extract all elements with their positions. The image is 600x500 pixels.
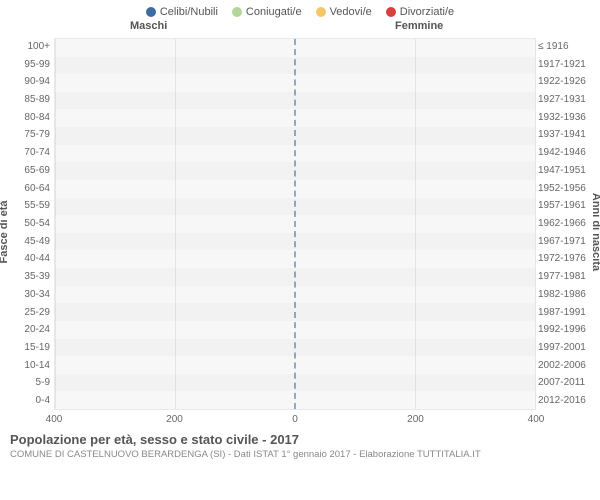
x-tick: 200: [407, 414, 424, 425]
birth-label: 1927-1931: [538, 94, 594, 105]
header-male: Maschi: [130, 20, 167, 32]
age-label: 60-64: [6, 183, 50, 194]
chart-area: Fasce di età Anni di nascita 40020002004…: [6, 36, 594, 428]
header-female: Femmine: [395, 20, 443, 32]
birth-label: 1932-1936: [538, 112, 594, 123]
birth-label: 2007-2011: [538, 377, 594, 388]
age-label: 100+: [6, 41, 50, 52]
age-label: 65-69: [6, 165, 50, 176]
legend-swatch: [146, 7, 156, 17]
age-label: 90-94: [6, 76, 50, 87]
age-label: 30-34: [6, 289, 50, 300]
legend-label: Coniugati/e: [246, 6, 302, 18]
legend-item: Coniugati/e: [232, 6, 302, 18]
age-label: 80-84: [6, 112, 50, 123]
legend-item: Divorziati/e: [386, 6, 454, 18]
birth-label: 1997-2001: [538, 342, 594, 353]
footer: Popolazione per età, sesso e stato civil…: [0, 428, 600, 460]
birth-label: 1967-1971: [538, 236, 594, 247]
legend-swatch: [386, 7, 396, 17]
age-label: 55-59: [6, 200, 50, 211]
birth-label: 1922-1926: [538, 76, 594, 87]
legend: Celibi/Nubili Coniugati/e Vedovi/e Divorzia…: [0, 0, 600, 20]
chart-subtitle: COMUNE DI CASTELNUOVO BERARDENGA (SI) - …: [10, 447, 590, 460]
age-label: 85-89: [6, 94, 50, 105]
legend-swatch: [232, 7, 242, 17]
age-label: 10-14: [6, 360, 50, 371]
birth-label: 1992-1996: [538, 324, 594, 335]
x-tick: 200: [166, 414, 183, 425]
chart-title: Popolazione per età, sesso e stato civil…: [10, 432, 590, 447]
age-label: 70-74: [6, 147, 50, 158]
age-label: 40-44: [6, 253, 50, 264]
age-label: 0-4: [6, 395, 50, 406]
birth-label: 1957-1961: [538, 200, 594, 211]
age-label: 95-99: [6, 59, 50, 70]
legend-item: Celibi/Nubili: [146, 6, 218, 18]
gender-headers: Maschi Femmine: [0, 20, 600, 36]
birth-label: ≤ 1916: [538, 41, 594, 52]
legend-item: Vedovi/e: [316, 6, 372, 18]
birth-label: 1952-1956: [538, 183, 594, 194]
age-label: 50-54: [6, 218, 50, 229]
birth-label: 1962-1966: [538, 218, 594, 229]
birth-label: 1937-1941: [538, 129, 594, 140]
birth-label: 2002-2006: [538, 360, 594, 371]
x-tick: 400: [46, 414, 63, 425]
birth-label: 1982-1986: [538, 289, 594, 300]
age-label: 45-49: [6, 236, 50, 247]
age-label: 75-79: [6, 129, 50, 140]
birth-label: 2012-2016: [538, 395, 594, 406]
birth-label: 1917-1921: [538, 59, 594, 70]
age-label: 15-19: [6, 342, 50, 353]
legend-label: Vedovi/e: [330, 6, 372, 18]
legend-label: Celibi/Nubili: [160, 6, 218, 18]
birth-label: 1947-1951: [538, 165, 594, 176]
birth-label: 1987-1991: [538, 307, 594, 318]
x-axis: 4002000200400: [54, 412, 536, 428]
legend-label: Divorziati/e: [400, 6, 454, 18]
age-label: 20-24: [6, 324, 50, 335]
birth-label: 1977-1981: [538, 271, 594, 282]
pyramid-chart: [54, 38, 536, 410]
x-tick: 0: [292, 414, 298, 425]
legend-swatch: [316, 7, 326, 17]
birth-label: 1942-1946: [538, 147, 594, 158]
x-tick: 400: [528, 414, 545, 425]
age-label: 5-9: [6, 377, 50, 388]
birth-label: 1972-1976: [538, 253, 594, 264]
age-label: 25-29: [6, 307, 50, 318]
age-label: 35-39: [6, 271, 50, 282]
